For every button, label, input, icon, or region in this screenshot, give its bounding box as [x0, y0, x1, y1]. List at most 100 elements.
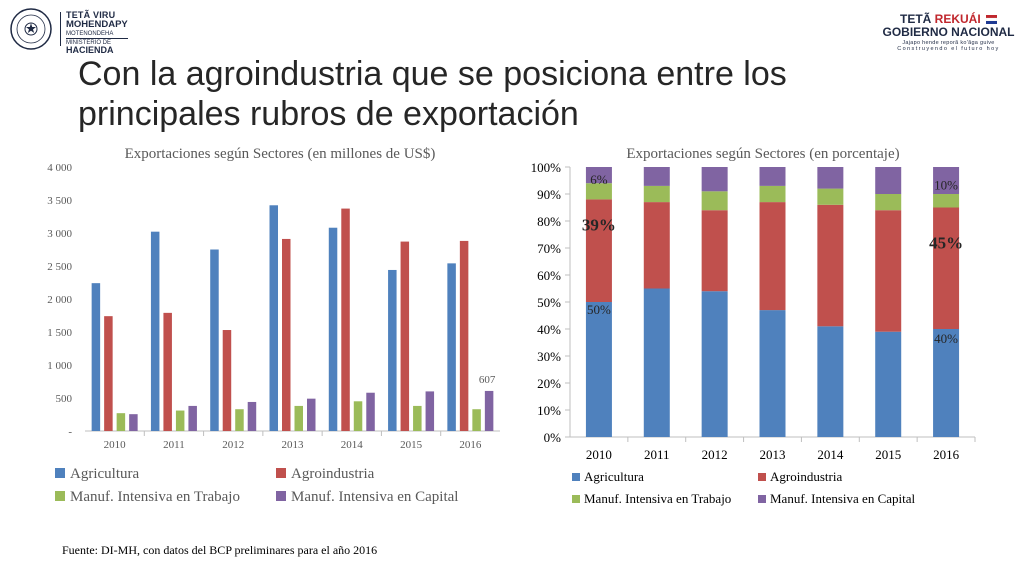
chart1-legend-swatch [276, 468, 286, 478]
flag-icon [986, 15, 998, 25]
chart1-bar-agroindustria-2010 [104, 316, 113, 431]
chart2-segment-agroindustria-2014 [817, 204, 844, 327]
chart2-y-tick: 100% [531, 160, 562, 175]
chart2-segment-manuf-intensiva-en-capital-2010 [585, 167, 612, 184]
chart2-segment-manuf-intensiva-en-capital-2016 [933, 167, 960, 194]
chart2-segment-agricultura-2016 [933, 329, 960, 437]
chart2-data-label: 10% [934, 178, 958, 193]
chart2-segment-agroindustria-2012 [701, 210, 728, 292]
chart1-y-tick: 1 000 [47, 360, 72, 372]
logo-line-2: MOHENDAPY [66, 19, 128, 30]
chart2-segment-agroindustria-2010 [585, 199, 612, 302]
chart1-bar-agroindustria-2012 [222, 330, 232, 431]
chart2-segment-agroindustria-2015 [875, 210, 902, 332]
logo-line-4: MINISTERIO DE [66, 37, 128, 46]
logo-line-1: TETÃ VIRU [66, 10, 116, 20]
chart2-segment-manuf-intensiva-en-capital-2013 [759, 167, 786, 186]
chart2-segment-manuf-intensiva-en-capital-2014 [817, 167, 844, 189]
chart2-data-label: 6% [590, 172, 608, 187]
chart1-y-tick: 500 [56, 393, 73, 405]
chart2-x-tick: 2012 [702, 447, 728, 462]
chart1-legend-label: Manuf. Intensiva en Capital [291, 489, 458, 505]
chart1-bar-manuf-intensiva-en-capital-2012 [247, 401, 257, 431]
chart1-legend-label: Agricultura [70, 466, 139, 482]
chart1-x-tick: 2011 [163, 439, 185, 451]
chart2-segment-agricultura-2014 [817, 326, 844, 437]
chart1-bar-manuf-intensiva-en-capital-2015 [425, 391, 435, 431]
chart1-bar-agroindustria-2011 [163, 312, 172, 431]
chart2-segment-manuf-intensiva-en-trabajo-2014 [817, 188, 844, 205]
chart1-legend-swatch [276, 491, 286, 501]
chart1-legend-swatch [55, 468, 65, 478]
chart1-legend-label: Manuf. Intensiva en Trabajo [70, 489, 240, 505]
chart2-segment-manuf-intensiva-en-trabajo-2010 [585, 183, 612, 200]
logo-divider [60, 12, 61, 46]
chart1-bar-manuf-intensiva-en-capital-2014 [366, 392, 375, 431]
chart1-bar-manuf-intensiva-en-trabajo-2012 [235, 409, 244, 431]
chart1-bar-manuf-intensiva-en-trabajo-2015 [413, 405, 422, 431]
chart1-x-tick: 2015 [400, 439, 423, 451]
chart1-x-tick: 2014 [341, 439, 364, 451]
gov-logo-line-4: Construyendo el futuro hoy [897, 46, 1000, 52]
chart2-data-label: 45% [929, 233, 963, 252]
chart2-segment-agricultura-2011 [643, 288, 670, 437]
chart2-segment-manuf-intensiva-en-capital-2012 [701, 167, 728, 192]
chart2-segment-agricultura-2010 [585, 302, 612, 437]
chart2-x-tick: 2014 [817, 447, 844, 462]
chart1-bar-manuf-intensiva-en-trabajo-2011 [175, 410, 185, 431]
chart1-x-tick: 2013 [282, 439, 305, 451]
chart1-x-tick: 2016 [459, 439, 482, 451]
chart2-x-tick: 2016 [933, 447, 960, 462]
chart1-bar-agroindustria-2014 [341, 208, 350, 431]
chart2-segment-agroindustria-2013 [759, 202, 786, 311]
chart1-data-label: 607 [479, 374, 496, 386]
chart2-legend-label: Manuf. Intensiva en Capital [770, 491, 916, 506]
source-note: Fuente: DI-MH, con datos del BCP prelimi… [62, 543, 378, 557]
chart1-bar-agricultura-2013 [269, 205, 278, 431]
chart2-segment-manuf-intensiva-en-trabajo-2013 [759, 185, 786, 203]
chart1-bar-agricultura-2011 [150, 231, 160, 431]
gov-logo-line-1a: TETÃ [899, 12, 935, 26]
chart1-bar-manuf-intensiva-en-capital-2011 [188, 405, 197, 431]
chart1-bar-manuf-intensiva-en-capital-2013 [307, 398, 316, 431]
chart2-y-tick: 90% [537, 187, 561, 202]
chart2-segment-manuf-intensiva-en-trabajo-2011 [643, 185, 670, 203]
chart1-bar-manuf-intensiva-en-capital-2016 [484, 390, 494, 431]
chart2-y-tick: 20% [537, 376, 561, 391]
national-seal-icon [10, 8, 52, 50]
ministry-logo: TETÃ VIRU MOHENDAPY MOTENONDEHA MINISTER… [8, 6, 138, 54]
chart1-y-tick: - [68, 426, 72, 438]
chart2-segment-manuf-intensiva-en-trabajo-2012 [701, 191, 728, 211]
chart2-legend-label: Agricultura [584, 469, 644, 484]
chart2-x-tick: 2015 [875, 447, 901, 462]
chart1-legend-swatch [55, 491, 65, 501]
chart1-bar-manuf-intensiva-en-trabajo-2013 [294, 405, 303, 431]
chart1-bar-manuf-intensiva-en-trabajo-2014 [353, 401, 363, 431]
chart2-data-label: 50% [587, 302, 611, 317]
chart1-bar-agroindustria-2013 [282, 238, 291, 431]
chart1-bar-manuf-intensiva-en-trabajo-2010 [116, 413, 126, 431]
chart2-y-tick: 10% [537, 403, 561, 418]
chart2-y-tick: 40% [537, 322, 561, 337]
chart2-segment-agricultura-2013 [759, 310, 786, 437]
chart1-bar-agricultura-2010 [91, 283, 101, 431]
gov-logo-line-3: Jajapo hende reporã ko'ãga guive [902, 40, 995, 46]
chart1-bar-agricultura-2015 [388, 269, 397, 431]
chart2-x-tick: 2011 [644, 447, 670, 462]
chart1-bar-agricultura-2012 [210, 249, 219, 431]
gov-logo-line-1b: REKUÁI [934, 12, 981, 26]
chart1-bar-agricultura-2014 [328, 227, 338, 431]
logo-line-3: MOTENONDEHA [66, 30, 114, 37]
chart1-legend-label: Agroindustria [291, 466, 375, 482]
chart1-y-tick: 3 000 [47, 228, 72, 240]
chart2-legend-swatch [572, 473, 580, 481]
chart1-bar-agricultura-2016 [447, 263, 456, 431]
chart1-bar-agroindustria-2015 [400, 241, 410, 431]
gov-logo-line-2: GOBIERNO NACIONAL [882, 25, 1015, 39]
chart2-x-tick: 2010 [586, 447, 612, 462]
chart2-x-tick: 2013 [760, 447, 786, 462]
chart1-y-tick: 1 500 [47, 327, 72, 339]
slide-title: Con la agroindustria que se posiciona en… [78, 55, 787, 133]
chart1-x-tick: 2012 [222, 439, 244, 451]
